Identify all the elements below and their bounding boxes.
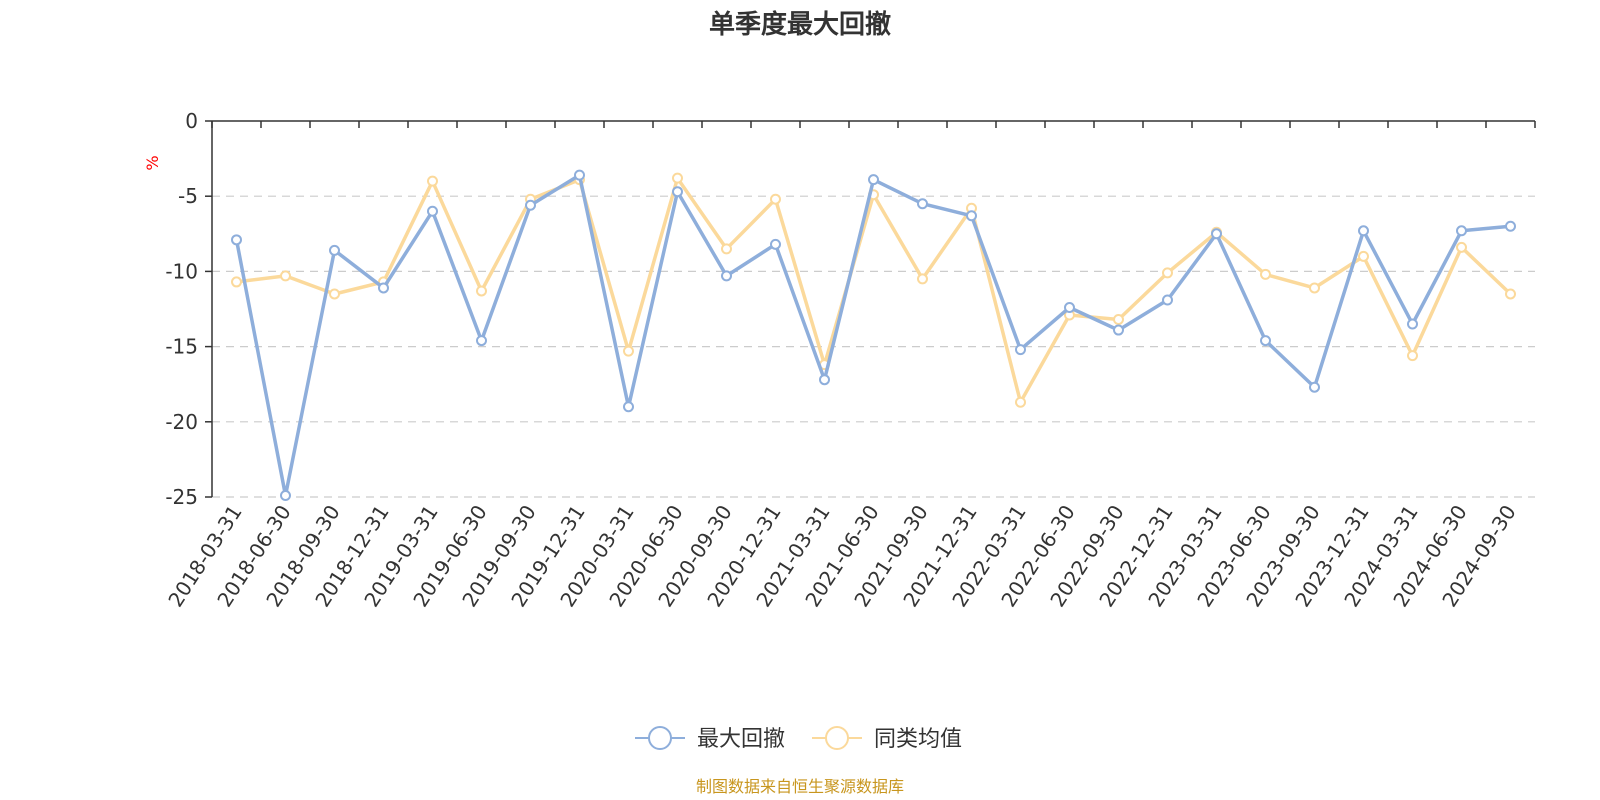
data-point <box>819 374 830 386</box>
data-point <box>623 345 634 357</box>
data-point <box>280 489 291 501</box>
data-point <box>672 186 683 198</box>
data-point <box>1162 294 1173 306</box>
legend-label: 同类均值 <box>874 727 962 752</box>
data-point <box>476 285 487 297</box>
data-point <box>231 276 242 288</box>
data-point <box>672 172 683 184</box>
data-point <box>770 193 781 205</box>
data-point <box>1407 350 1418 362</box>
data-point <box>770 238 781 250</box>
data-point <box>1015 396 1026 408</box>
data-point <box>378 282 389 294</box>
x-axis-tick-labels: 2018-03-312018-06-302018-09-302018-12-31… <box>163 501 1520 612</box>
data-point <box>1456 241 1467 253</box>
data-point <box>1260 268 1271 280</box>
data-point <box>1358 250 1369 262</box>
data-point <box>721 243 732 255</box>
legend-circle-swatch <box>825 726 849 750</box>
data-point <box>1505 288 1516 300</box>
y-axis-tick-label: -15 <box>165 335 198 359</box>
data-point <box>329 288 340 300</box>
data-point <box>917 273 928 285</box>
legend-item-2[interactable]: 同类均值 <box>812 726 962 752</box>
data-point <box>1505 220 1516 232</box>
data-point <box>868 174 879 186</box>
data-point <box>966 210 977 222</box>
data-point <box>917 198 928 210</box>
legend[interactable]: 最大回撤 同类均值 <box>635 726 962 752</box>
data-point <box>1456 225 1467 237</box>
data-point <box>721 270 732 282</box>
chart-title: 单季度最大回撤 <box>709 9 891 40</box>
series-line-1 <box>234 173 1513 498</box>
data-point <box>1113 324 1124 336</box>
data-point <box>1113 314 1124 326</box>
data-point <box>427 205 438 217</box>
data-point <box>1407 318 1418 330</box>
data-point <box>231 234 242 246</box>
data-point <box>1162 267 1173 279</box>
data-point <box>476 335 487 347</box>
data-point <box>1309 282 1320 294</box>
data-source-note: 制图数据来自恒生聚源数据库 <box>696 777 904 796</box>
y-axis-tick-label: -25 <box>165 485 198 509</box>
axes <box>205 120 1536 498</box>
y-axis-tick-label: 0 <box>185 109 198 133</box>
data-point <box>280 270 291 282</box>
legend-item-1[interactable]: 最大回撤 <box>635 726 785 752</box>
y-axis-unit-label: % <box>143 155 162 170</box>
series-lines <box>231 169 1516 501</box>
y-axis-tick-label: -20 <box>165 410 198 434</box>
data-point <box>329 244 340 256</box>
data-point <box>1015 344 1026 356</box>
data-point <box>525 199 536 211</box>
legend-circle-swatch <box>648 726 672 750</box>
gridlines <box>212 195 1535 498</box>
data-point <box>1309 381 1320 393</box>
y-axis-tick-label: -5 <box>178 184 198 208</box>
legend-label: 最大回撤 <box>697 727 785 752</box>
data-point <box>574 169 585 181</box>
data-point <box>427 175 438 187</box>
y-axis-tick-label: -10 <box>165 259 198 283</box>
data-point <box>1211 228 1222 240</box>
data-point <box>1260 335 1271 347</box>
data-point <box>623 401 634 413</box>
data-point <box>1064 301 1075 313</box>
y-axis-tick-labels: 0 -5 -10 -15 -20 -25 <box>165 109 198 509</box>
data-point <box>1358 225 1369 237</box>
